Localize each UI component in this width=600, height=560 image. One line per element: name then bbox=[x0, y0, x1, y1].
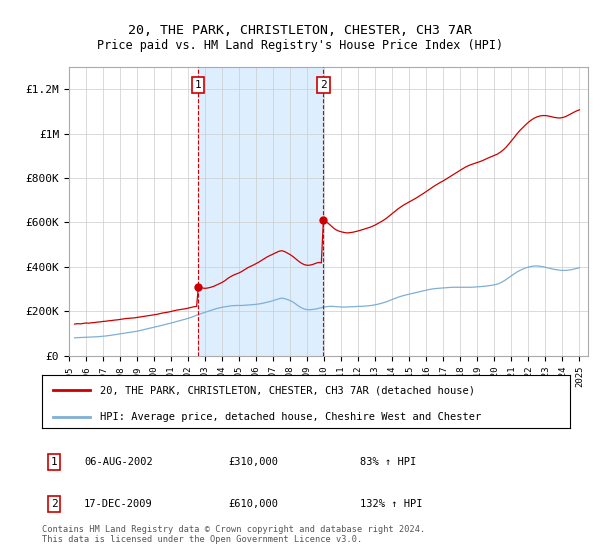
Text: 1: 1 bbox=[195, 80, 202, 90]
Text: 20, THE PARK, CHRISTLETON, CHESTER, CH3 7AR (detached house): 20, THE PARK, CHRISTLETON, CHESTER, CH3 … bbox=[100, 385, 475, 395]
Text: 2: 2 bbox=[320, 80, 327, 90]
Text: £310,000: £310,000 bbox=[228, 457, 278, 467]
Text: 06-AUG-2002: 06-AUG-2002 bbox=[84, 457, 153, 467]
Text: £610,000: £610,000 bbox=[228, 499, 278, 509]
Text: Price paid vs. HM Land Registry's House Price Index (HPI): Price paid vs. HM Land Registry's House … bbox=[97, 39, 503, 53]
Bar bbox=[199, 67, 323, 356]
Text: 2: 2 bbox=[50, 499, 58, 509]
Text: 132% ↑ HPI: 132% ↑ HPI bbox=[360, 499, 422, 509]
Text: HPI: Average price, detached house, Cheshire West and Chester: HPI: Average price, detached house, Ches… bbox=[100, 412, 481, 422]
Text: 83% ↑ HPI: 83% ↑ HPI bbox=[360, 457, 416, 467]
Text: 17-DEC-2009: 17-DEC-2009 bbox=[84, 499, 153, 509]
Text: 1: 1 bbox=[50, 457, 58, 467]
Text: Contains HM Land Registry data © Crown copyright and database right 2024.
This d: Contains HM Land Registry data © Crown c… bbox=[42, 525, 425, 544]
Text: 20, THE PARK, CHRISTLETON, CHESTER, CH3 7AR: 20, THE PARK, CHRISTLETON, CHESTER, CH3 … bbox=[128, 24, 472, 38]
